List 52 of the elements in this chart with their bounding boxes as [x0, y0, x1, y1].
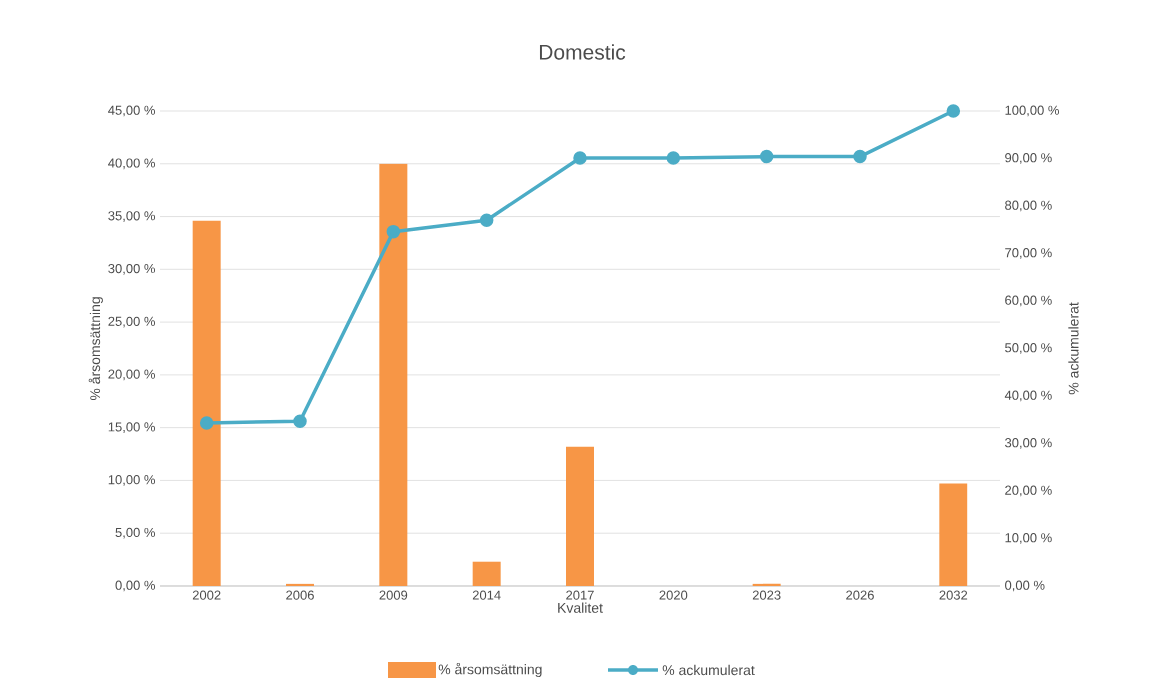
- x-tick-label: 2014: [472, 590, 501, 600]
- y-tick-label: 0,00 %: [115, 580, 156, 592]
- y2-tick-label: 80,00 %: [1005, 200, 1052, 212]
- x-tick-label: 2009: [379, 590, 408, 600]
- chart-title: Domestic: [539, 44, 626, 60]
- y2-tick-label: 20,00 %: [1005, 485, 1052, 497]
- point: [386, 224, 401, 239]
- x-tick-label: 2026: [846, 590, 874, 600]
- bar: [752, 583, 781, 586]
- y-axis-title: % årsomsättning: [88, 297, 103, 401]
- point: [946, 104, 961, 118]
- point: [759, 149, 774, 164]
- bar: [192, 220, 221, 586]
- y2-axis-title: % ackumulerat: [1068, 302, 1079, 395]
- y-tick-label: 25,00 %: [108, 316, 155, 328]
- legend-label: % ackumulerat: [662, 664, 755, 676]
- point: [199, 416, 214, 430]
- bar: [379, 163, 408, 586]
- y-tick-label: 10,00 %: [108, 475, 155, 486]
- y-tick-label: 5,00 %: [115, 527, 156, 539]
- y2-tick-label: 30,00 %: [1005, 438, 1052, 449]
- point: [293, 414, 307, 428]
- point: [853, 149, 867, 164]
- y2-tick-label: 10,00 %: [1005, 533, 1052, 544]
- bar: [566, 446, 594, 586]
- y-tick-label: 20,00 %: [108, 369, 155, 381]
- y2-tick-label: 40,00 %: [1004, 390, 1052, 402]
- x-tick-label: 2032: [939, 590, 968, 600]
- y-tick-label: 15,00 %: [108, 422, 155, 434]
- legend-label: % årsomsättning: [438, 662, 542, 678]
- y2-tick-label: 100,00 %: [1005, 105, 1059, 117]
- x-tick-label: 2017: [566, 590, 594, 600]
- x-axis-title: Kvalitet: [558, 602, 603, 613]
- x-tick-label: 2006: [286, 590, 314, 600]
- y-tick-label: 35,00 %: [108, 211, 155, 222]
- bar: [472, 561, 501, 586]
- y-tick-label: 40,00 %: [108, 158, 155, 170]
- y2-tick-label: 60,00 %: [1005, 295, 1052, 307]
- y-tick-label: 30,00 %: [108, 263, 155, 275]
- point: [573, 151, 587, 165]
- x-tick-label: 2023: [752, 590, 781, 600]
- y2-tick-label: 50,00 %: [1005, 343, 1052, 354]
- bar: [939, 483, 968, 586]
- y2-tick-label: 0,00 %: [1005, 580, 1045, 592]
- y2-tick-label: 70,00 %: [1005, 248, 1052, 259]
- y-tick-label: 45,00 %: [108, 105, 155, 117]
- x-tick-label: 2002: [192, 590, 221, 600]
- point: [666, 151, 681, 165]
- point: [479, 213, 494, 227]
- y2-tick-label: 90,00 %: [1005, 153, 1052, 164]
- x-tick-label: 2020: [659, 590, 688, 600]
- bar: [286, 583, 315, 586]
